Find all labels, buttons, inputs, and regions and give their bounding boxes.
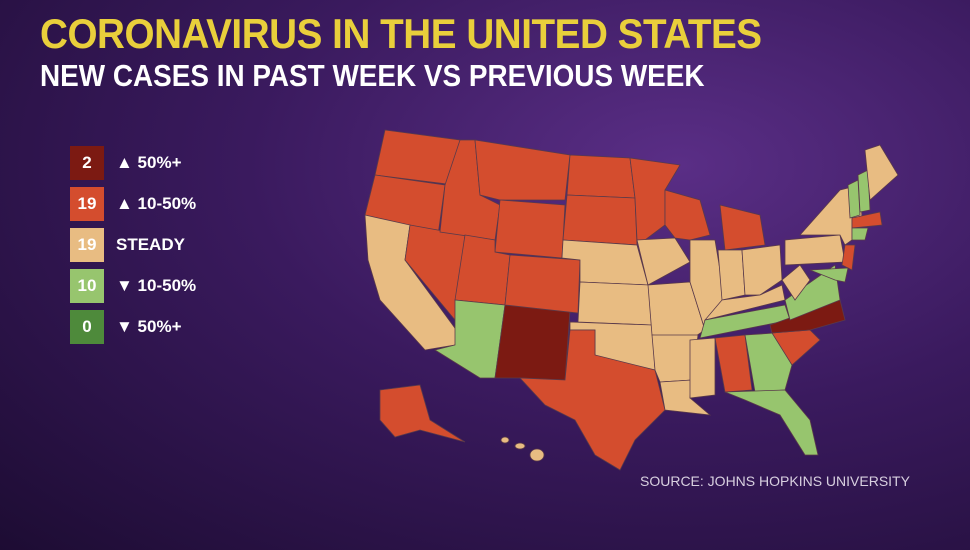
legend-count: 19 xyxy=(70,186,104,221)
legend-item: 2 ▲ 50%+ xyxy=(70,142,196,183)
legend-item: 0 ▼ 50%+ xyxy=(70,306,196,347)
legend-label: ▼ 10-50% xyxy=(116,275,197,295)
legend-label: STEADY xyxy=(116,234,185,254)
legend-label: ▲ 10-50% xyxy=(116,193,197,213)
legend-count: 2 xyxy=(70,145,104,180)
legend-item: 19 STEADY xyxy=(70,224,196,265)
subtitle: NEW CASES IN PAST WEEK VS PREVIOUS WEEK xyxy=(40,58,705,93)
title: CORONAVIRUS IN THE UNITED STATES xyxy=(40,10,762,57)
source: SOURCE: JOHNS HOPKINS UNIVERSITY xyxy=(640,473,910,489)
legend-label: ▲ 50%+ xyxy=(116,152,182,172)
legend-count: 0 xyxy=(70,309,104,344)
states xyxy=(364,129,899,471)
legend: 2 ▲ 50%+ 19 ▲ 10-50% 19 STEADY 10 ▼ 10-50% 0 ▼ 50… xyxy=(70,142,196,347)
legend-count: 19 xyxy=(70,227,104,262)
legend-item: 10 ▼ 10-50% xyxy=(70,265,196,306)
legend-label: ▼ 50%+ xyxy=(116,316,182,336)
legend-item: 19 ▲ 10-50% xyxy=(70,183,196,224)
legend-count: 10 xyxy=(70,268,104,303)
